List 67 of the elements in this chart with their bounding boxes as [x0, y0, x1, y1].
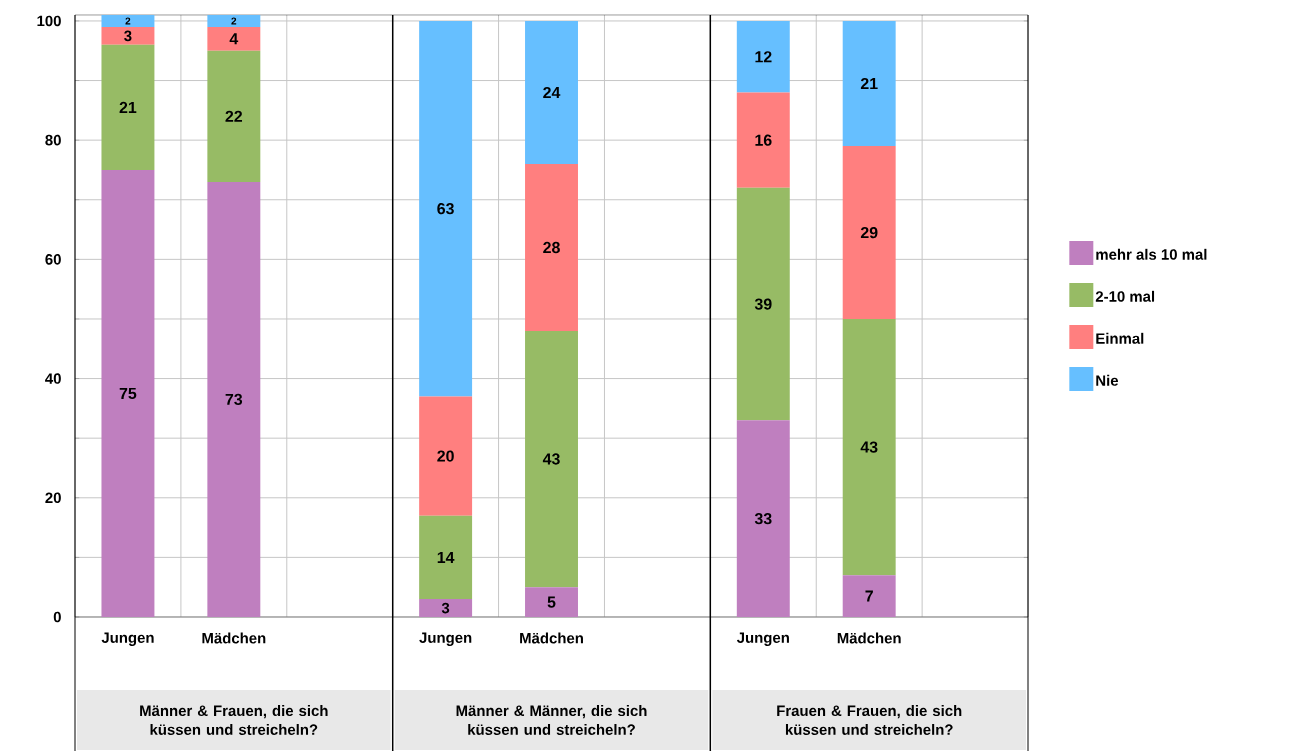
bar: [525, 330, 578, 588]
y-tick-label: 60: [45, 254, 61, 265]
y-tick-label: 80: [45, 134, 61, 146]
bar: [419, 396, 473, 516]
bar: [101, 14, 155, 27]
data-label: 75: [119, 387, 137, 400]
data-label: 21: [119, 101, 137, 113]
bar: [207, 50, 261, 182]
bar: [101, 169, 155, 617]
data-label: 21: [860, 77, 878, 90]
x-tick-label: Mädchen: [520, 632, 583, 644]
data-label: 3: [441, 602, 450, 614]
data-label: 12: [755, 51, 772, 63]
bar: [842, 146, 896, 319]
y-tick-label: 100: [37, 15, 61, 27]
bar: [525, 587, 578, 617]
x-tick-label: Jungen: [736, 632, 789, 646]
data-label: 22: [225, 110, 243, 122]
data-label: 2: [125, 17, 131, 25]
data-label: 2: [231, 17, 237, 25]
y-tick-label: 0: [53, 611, 61, 623]
bar: [101, 26, 155, 45]
bar: [736, 420, 790, 617]
data-label: 20: [437, 450, 454, 462]
bar: [842, 318, 896, 576]
data-label: 73: [225, 393, 243, 406]
bar: [736, 20, 790, 93]
data-label: 4: [229, 33, 239, 45]
data-label: 29: [860, 226, 878, 239]
bar: [525, 163, 578, 331]
legend-label: mehr als 10 mal: [1096, 248, 1207, 260]
y-tick-label: 20: [45, 492, 61, 504]
bar: [736, 92, 790, 188]
data-label: 7: [865, 590, 873, 602]
bar: [842, 20, 896, 147]
data-label: 14: [437, 551, 455, 563]
bar: [419, 515, 473, 600]
x-tick-label: Mädchen: [202, 632, 266, 644]
data-label: 43: [860, 441, 878, 453]
x-tick-label: Mädchen: [837, 632, 901, 644]
legend-label: Nie: [1096, 374, 1119, 386]
bar: [525, 20, 578, 164]
y-tick-label: 40: [45, 373, 61, 384]
text: Männer & Frauen, die sich küssen und streicheln?: [140, 705, 328, 735]
legend-label: Einmal: [1096, 332, 1144, 344]
bar: [207, 14, 261, 27]
data-label: 63: [437, 203, 454, 215]
data-label: 43: [542, 453, 560, 465]
bar: [419, 599, 473, 617]
legend-label: 2-10 mal: [1095, 290, 1155, 302]
bar: [842, 575, 896, 617]
x-tick-label: Jungen: [419, 632, 472, 646]
bar: [736, 187, 790, 421]
x-tick-label: Jungen: [101, 632, 154, 646]
data-label: 5: [547, 596, 556, 608]
data-label: 39: [754, 298, 772, 310]
bar: [207, 26, 261, 51]
text: Männer & Männer, die sich küssen und streicheln?: [456, 705, 647, 735]
bar: [419, 20, 473, 397]
data-label: 33: [754, 513, 772, 525]
bar: [207, 181, 261, 617]
data-label: 3: [124, 30, 132, 42]
data-label: 24: [543, 86, 561, 99]
data-label: 28: [543, 241, 560, 254]
text: Frauen & Frauen, die sich küssen und streicheln?: [777, 705, 962, 735]
bar: [101, 44, 155, 170]
data-label: 16: [755, 134, 772, 146]
